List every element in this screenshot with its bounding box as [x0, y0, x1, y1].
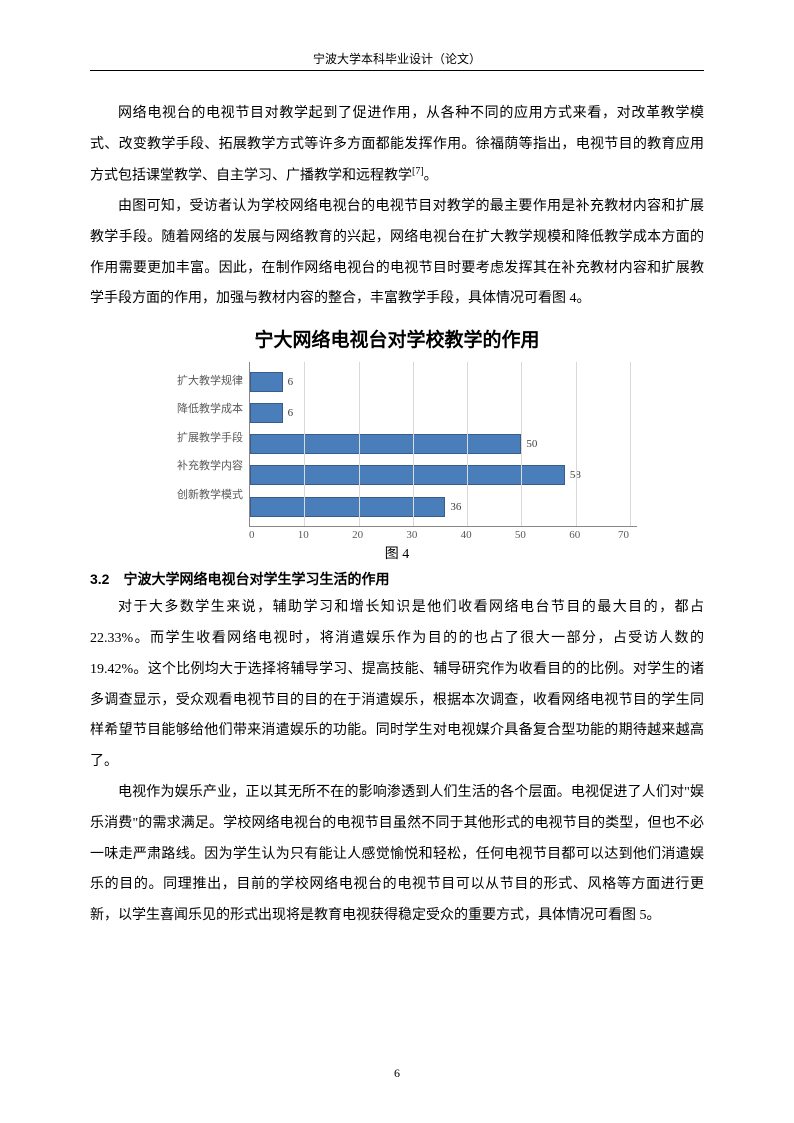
gridline	[576, 362, 577, 526]
bar	[250, 403, 283, 423]
y-axis-label: 降低教学成本	[157, 395, 249, 423]
bar-row: 6	[250, 371, 637, 393]
bar-value-label: 6	[288, 376, 294, 388]
para1-text: 网络电视台的电视节目对教学起到了促进作用，从各种不同的应用方式来看，对改革教学模…	[90, 106, 704, 183]
y-axis-label: 补充教学内容	[157, 452, 249, 480]
gridline	[521, 362, 522, 526]
paragraph-2: 由图可知，受访者认为学校网络电视台的电视节目对教学的最主要作用是补充教材内容和扩…	[90, 192, 704, 315]
chart-container: 宁大网络电视台对学校教学的作用 扩大教学规律降低教学成本扩展教学手段补充教学内容…	[157, 325, 637, 563]
bar-row: 50	[250, 433, 637, 455]
bar	[250, 465, 565, 485]
x-axis-tick: 50	[493, 529, 547, 541]
chart-caption: 图 4	[157, 543, 637, 563]
chart-plot-area: 6 6 50 58 36	[249, 362, 637, 527]
section-heading: 3.2 宁波大学网络电视台对学生学习生活的作用	[90, 569, 704, 589]
para1-end: 。	[424, 168, 438, 183]
page-header: 宁波大学本科毕业设计（论文）	[90, 50, 704, 67]
y-axis-label: 扩大教学规律	[157, 367, 249, 395]
bar	[250, 434, 521, 454]
y-axis-label: 创新教学模式	[157, 481, 249, 509]
x-axis-tick: 40	[439, 529, 493, 541]
chart-y-labels: 扩大教学规律降低教学成本扩展教学手段补充教学内容创新教学模式	[157, 362, 249, 527]
gridline	[467, 362, 468, 526]
x-axis-tick: 20	[330, 529, 384, 541]
bar-value-label: 36	[450, 501, 461, 513]
header-rule	[90, 70, 704, 71]
gridline	[359, 362, 360, 526]
chart-bars: 6 6 50 58 36	[250, 362, 637, 526]
gridline	[413, 362, 414, 526]
bar-row: 36	[250, 496, 637, 518]
paragraph-1: 网络电视台的电视节目对教学起到了促进作用，从各种不同的应用方式来看，对改革教学模…	[90, 99, 704, 192]
x-axis-tick: 10	[276, 529, 330, 541]
page-number: 6	[0, 1066, 794, 1081]
gridline	[304, 362, 305, 526]
chart-body: 扩大教学规律降低教学成本扩展教学手段补充教学内容创新教学模式 6 6 50 58 36	[157, 362, 637, 527]
bar	[250, 372, 283, 392]
paragraph-3: 对于大多数学生来说，辅助学习和增长知识是他们收看网络电台节目的最大目的，都占 2…	[90, 593, 704, 778]
x-axis-tick: 70	[602, 529, 629, 541]
bar	[250, 497, 445, 517]
bar-value-label: 50	[526, 438, 537, 450]
chart-x-axis: 010203040506070	[249, 527, 637, 541]
bar-row: 58	[250, 464, 637, 486]
gridline	[630, 362, 631, 526]
y-axis-label: 扩展教学手段	[157, 424, 249, 452]
x-axis-tick: 0	[249, 529, 276, 541]
bar-value-label: 6	[288, 407, 294, 419]
paragraph-4: 电视作为娱乐产业，正以其无所不在的影响渗透到人们生活的各个层面。电视促进了人们对…	[90, 778, 704, 932]
x-axis-tick: 30	[385, 529, 439, 541]
x-axis-tick: 60	[548, 529, 602, 541]
chart-title: 宁大网络电视台对学校教学的作用	[157, 325, 637, 352]
citation-ref: [7]	[412, 166, 424, 177]
bar-row: 6	[250, 402, 637, 424]
